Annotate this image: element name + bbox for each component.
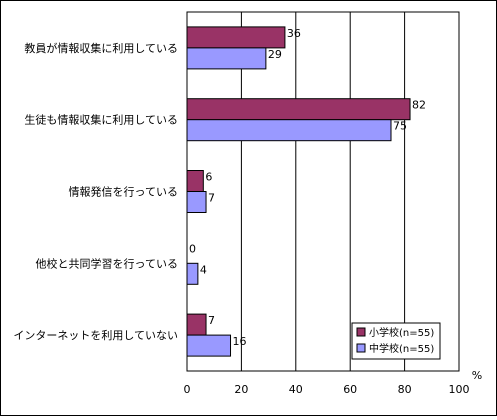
data-label: 7 <box>208 314 215 327</box>
legend-swatch-0 <box>356 327 366 337</box>
x-tick-label: 20 <box>234 383 248 396</box>
bar-3-1 <box>186 262 199 285</box>
category-label: 情報発信を行っている <box>69 185 178 199</box>
bar-0-0 <box>186 26 286 49</box>
data-label: 0 <box>189 242 196 255</box>
data-label: 82 <box>412 99 426 112</box>
category-label: 他校と共同学習を行っている <box>36 256 178 270</box>
legend-swatch-1 <box>356 343 366 353</box>
data-label: 4 <box>200 263 207 276</box>
legend-entry: 小学校(n=55) <box>369 326 434 339</box>
data-label: 7 <box>208 192 215 205</box>
x-tick-label: 0 <box>184 383 191 396</box>
data-label: 75 <box>393 120 407 133</box>
legend <box>351 322 441 360</box>
x-tick-label: 60 <box>343 383 357 396</box>
bar-2-1 <box>186 191 207 213</box>
bar-0-1 <box>186 47 267 70</box>
bar-1-0 <box>186 98 411 121</box>
bar-4-1 <box>186 334 232 357</box>
data-label: 6 <box>205 171 212 184</box>
data-label: 36 <box>287 27 301 40</box>
category-label: 生徒も情報収集に利用している <box>24 113 178 127</box>
legend-entry: 中学校(n=55) <box>369 342 434 355</box>
category-label: 教員が情報収集に利用している <box>24 41 178 55</box>
x-tick-label: 100 <box>449 383 470 396</box>
bar-4-0 <box>186 313 207 336</box>
bar-2-0 <box>186 170 204 192</box>
x-tick-label: 40 <box>289 383 303 396</box>
bar-1-1 <box>186 119 392 142</box>
unit-label: % <box>472 369 482 382</box>
data-label: 29 <box>268 48 282 61</box>
category-label: インターネットを利用していない <box>13 329 178 342</box>
x-tick-label: 80 <box>398 383 412 396</box>
data-label: 16 <box>233 335 247 348</box>
